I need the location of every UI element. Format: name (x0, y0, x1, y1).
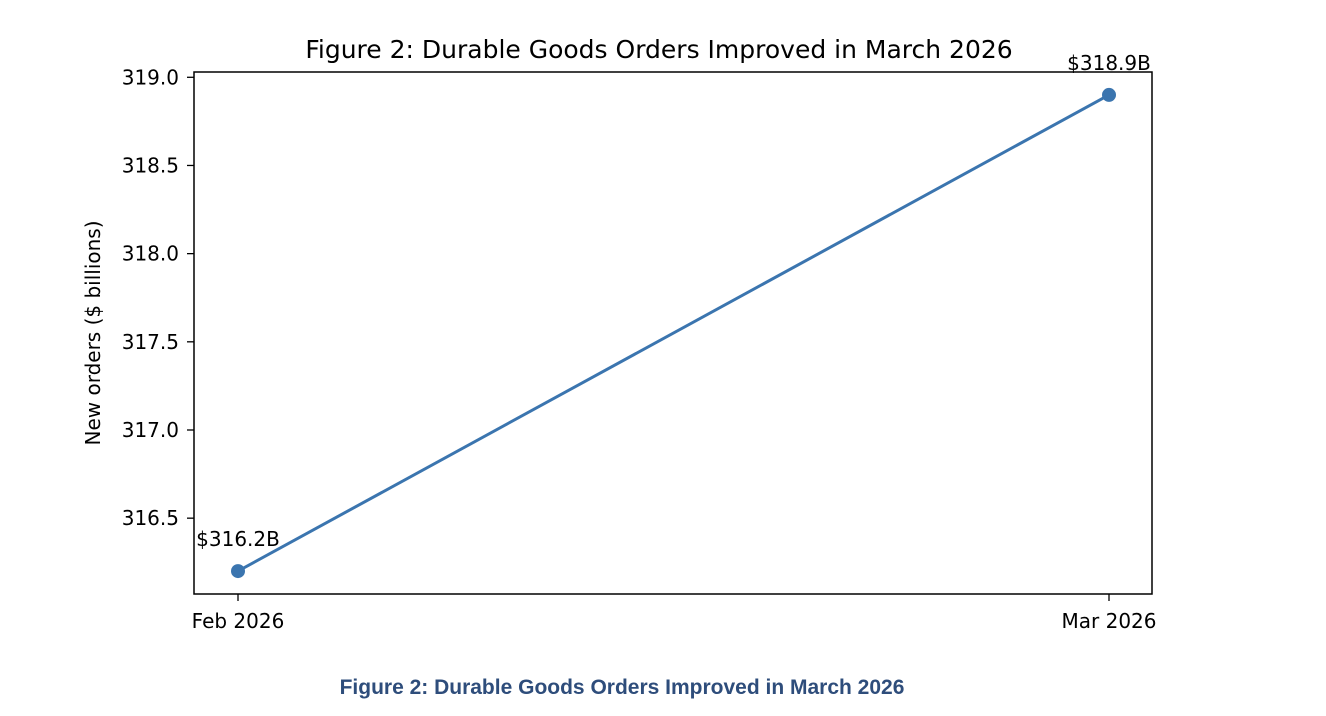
plot-frame (193, 71, 1153, 595)
y-axis-label: New orders ($ billions) (81, 220, 105, 445)
y-tick-label: 317.5 (122, 330, 179, 354)
figure-caption: Figure 2: Durable Goods Orders Improved … (339, 676, 905, 699)
y-tick-label: 317.0 (122, 418, 179, 442)
data-point (231, 564, 245, 579)
data-label: $316.2B (196, 527, 280, 551)
chart-title: Figure 2: Durable Goods Orders Improved … (305, 35, 1012, 64)
y-tick-label: 316.5 (122, 506, 179, 530)
x-tick-label: Feb 2026 (192, 609, 285, 633)
x-tick-label: Mar 2026 (1062, 609, 1157, 633)
y-axis: 316.5 317.0 317.5 318.0 318.5 319.0 (122, 65, 194, 530)
series-line (237, 93, 1110, 573)
data-point (1102, 87, 1116, 102)
x-axis: Feb 2026 Mar 2026 (192, 594, 1157, 633)
series-layer: $316.2B $318.9B (196, 51, 1151, 579)
y-tick-label: 318.5 (122, 153, 179, 177)
y-tick-label: 319.0 (122, 65, 179, 89)
data-label: $318.9B (1067, 51, 1151, 75)
y-tick-label: 318.0 (122, 242, 179, 266)
